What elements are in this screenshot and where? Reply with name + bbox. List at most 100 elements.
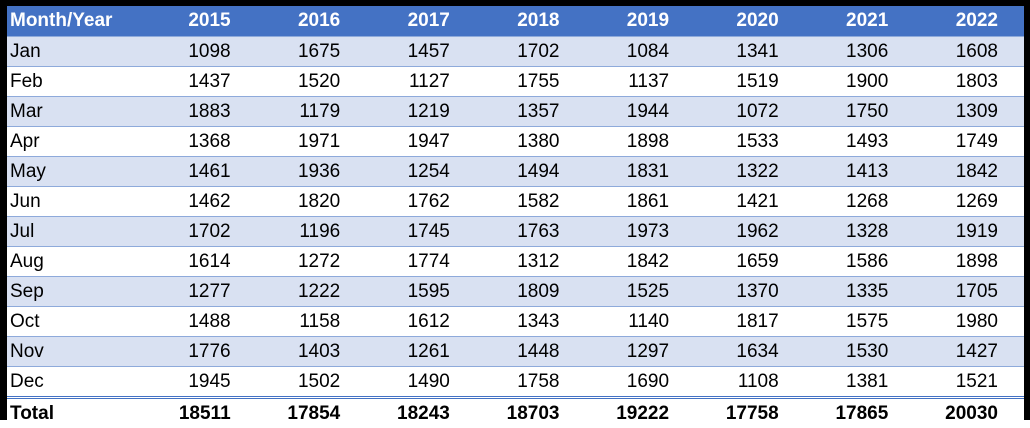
value-cell[interactable]: 1341 — [695, 37, 805, 67]
value-cell[interactable]: 1437 — [147, 67, 257, 97]
value-cell[interactable]: 1127 — [366, 67, 476, 97]
total-cell[interactable]: 19222 — [585, 398, 695, 428]
month-cell[interactable]: Nov — [7, 337, 147, 367]
header-year[interactable]: 2019 — [585, 6, 695, 37]
value-cell[interactable]: 1494 — [476, 157, 586, 187]
value-cell[interactable]: 1595 — [366, 277, 476, 307]
value-cell[interactable]: 1945 — [147, 367, 257, 398]
value-cell[interactable]: 1098 — [147, 37, 257, 67]
value-cell[interactable]: 1158 — [257, 307, 367, 337]
value-cell[interactable]: 1520 — [257, 67, 367, 97]
value-cell[interactable]: 1842 — [914, 157, 1024, 187]
value-cell[interactable]: 1309 — [914, 97, 1024, 127]
header-year[interactable]: 2021 — [805, 6, 915, 37]
value-cell[interactable]: 1254 — [366, 157, 476, 187]
header-year[interactable]: 2017 — [366, 6, 476, 37]
value-cell[interactable]: 1749 — [914, 127, 1024, 157]
value-cell[interactable]: 1634 — [695, 337, 805, 367]
value-cell[interactable]: 1575 — [805, 307, 915, 337]
header-year[interactable]: 2020 — [695, 6, 805, 37]
value-cell[interactable]: 1962 — [695, 217, 805, 247]
value-cell[interactable]: 1898 — [914, 247, 1024, 277]
total-cell[interactable]: 17758 — [695, 398, 805, 428]
total-cell[interactable]: 20030 — [914, 398, 1024, 428]
value-cell[interactable]: 1776 — [147, 337, 257, 367]
value-cell[interactable]: 1675 — [257, 37, 367, 67]
value-cell[interactable]: 1370 — [695, 277, 805, 307]
header-year[interactable]: 2016 — [257, 6, 367, 37]
total-cell[interactable]: 17865 — [805, 398, 915, 428]
value-cell[interactable]: 1659 — [695, 247, 805, 277]
month-cell[interactable]: Jan — [7, 37, 147, 67]
value-cell[interactable]: 1973 — [585, 217, 695, 247]
month-cell[interactable]: May — [7, 157, 147, 187]
value-cell[interactable]: 1448 — [476, 337, 586, 367]
month-cell[interactable]: Oct — [7, 307, 147, 337]
value-cell[interactable]: 1493 — [805, 127, 915, 157]
month-cell[interactable]: Sep — [7, 277, 147, 307]
value-cell[interactable]: 1919 — [914, 217, 1024, 247]
value-cell[interactable]: 1357 — [476, 97, 586, 127]
value-cell[interactable]: 1222 — [257, 277, 367, 307]
month-cell[interactable]: Jul — [7, 217, 147, 247]
month-cell[interactable]: Dec — [7, 367, 147, 398]
value-cell[interactable]: 1196 — [257, 217, 367, 247]
total-cell[interactable]: 18243 — [366, 398, 476, 428]
value-cell[interactable]: 1488 — [147, 307, 257, 337]
header-month-year[interactable]: Month/Year — [7, 6, 147, 37]
value-cell[interactable]: 1328 — [805, 217, 915, 247]
value-cell[interactable]: 1272 — [257, 247, 367, 277]
value-cell[interactable]: 1462 — [147, 187, 257, 217]
value-cell[interactable]: 1614 — [147, 247, 257, 277]
value-cell[interactable]: 1971 — [257, 127, 367, 157]
month-cell[interactable]: Jun — [7, 187, 147, 217]
value-cell[interactable]: 1608 — [914, 37, 1024, 67]
total-cell[interactable]: 18703 — [476, 398, 586, 428]
value-cell[interactable]: 1898 — [585, 127, 695, 157]
value-cell[interactable]: 1944 — [585, 97, 695, 127]
value-cell[interactable]: 1705 — [914, 277, 1024, 307]
month-cell[interactable]: Feb — [7, 67, 147, 97]
total-cell[interactable]: 18511 — [147, 398, 257, 428]
value-cell[interactable]: 1381 — [805, 367, 915, 398]
header-year[interactable]: 2015 — [147, 6, 257, 37]
value-cell[interactable]: 1403 — [257, 337, 367, 367]
value-cell[interactable]: 1268 — [805, 187, 915, 217]
value-cell[interactable]: 1108 — [695, 367, 805, 398]
value-cell[interactable]: 1809 — [476, 277, 586, 307]
value-cell[interactable]: 1277 — [147, 277, 257, 307]
value-cell[interactable]: 1582 — [476, 187, 586, 217]
value-cell[interactable]: 1490 — [366, 367, 476, 398]
value-cell[interactable]: 1755 — [476, 67, 586, 97]
value-cell[interactable]: 1533 — [695, 127, 805, 157]
value-cell[interactable]: 1179 — [257, 97, 367, 127]
value-cell[interactable]: 1774 — [366, 247, 476, 277]
value-cell[interactable]: 1312 — [476, 247, 586, 277]
value-cell[interactable]: 1861 — [585, 187, 695, 217]
value-cell[interactable]: 1306 — [805, 37, 915, 67]
value-cell[interactable]: 1745 — [366, 217, 476, 247]
value-cell[interactable]: 1322 — [695, 157, 805, 187]
value-cell[interactable]: 1900 — [805, 67, 915, 97]
value-cell[interactable]: 1368 — [147, 127, 257, 157]
value-cell[interactable]: 1820 — [257, 187, 367, 217]
header-year[interactable]: 2018 — [476, 6, 586, 37]
value-cell[interactable]: 1335 — [805, 277, 915, 307]
value-cell[interactable]: 1980 — [914, 307, 1024, 337]
value-cell[interactable]: 1947 — [366, 127, 476, 157]
value-cell[interactable]: 1763 — [476, 217, 586, 247]
value-cell[interactable]: 1586 — [805, 247, 915, 277]
value-cell[interactable]: 1750 — [805, 97, 915, 127]
value-cell[interactable]: 1519 — [695, 67, 805, 97]
total-label[interactable]: Total — [7, 398, 147, 428]
value-cell[interactable]: 1702 — [476, 37, 586, 67]
value-cell[interactable]: 1137 — [585, 67, 695, 97]
value-cell[interactable]: 1140 — [585, 307, 695, 337]
value-cell[interactable]: 1461 — [147, 157, 257, 187]
value-cell[interactable]: 1817 — [695, 307, 805, 337]
value-cell[interactable]: 1842 — [585, 247, 695, 277]
total-cell[interactable]: 17854 — [257, 398, 367, 428]
value-cell[interactable]: 1072 — [695, 97, 805, 127]
value-cell[interactable]: 1521 — [914, 367, 1024, 398]
value-cell[interactable]: 1380 — [476, 127, 586, 157]
